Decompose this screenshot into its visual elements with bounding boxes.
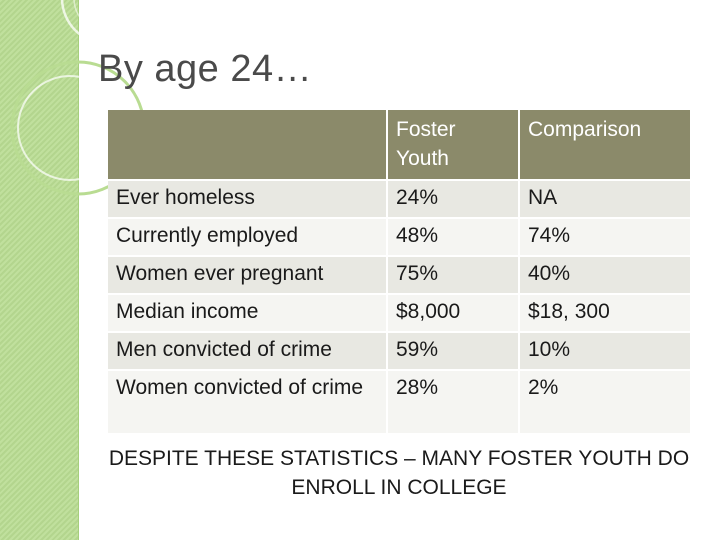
header-foster-youth: Foster Youth <box>388 110 520 179</box>
row-label: Men convicted of crime <box>108 331 388 369</box>
table-row: Median income $8,000 $18, 300 <box>108 293 690 331</box>
row-label: Women ever pregnant <box>108 255 388 293</box>
statistics-table: Foster Youth Comparison Ever homeless 24… <box>108 110 690 433</box>
table-row: Men convicted of crime 59% 10% <box>108 331 690 369</box>
table-row: Women ever pregnant 75% 40% <box>108 255 690 293</box>
foster-value: 28% <box>388 369 520 433</box>
table-row: Ever homeless 24% NA <box>108 179 690 217</box>
row-label: Women convicted of crime <box>108 369 388 433</box>
footnote-text: DESPITE THESE STATISTICS – MANY FOSTER Y… <box>108 447 690 499</box>
decorative-side-band <box>0 0 79 540</box>
table-header-row: Foster Youth Comparison <box>108 110 690 179</box>
row-label: Currently employed <box>108 217 388 255</box>
comparison-value: $18, 300 <box>520 293 690 331</box>
table-row: Currently employed 48% 74% <box>108 217 690 255</box>
comparison-value: 74% <box>520 217 690 255</box>
foster-value: 75% <box>388 255 520 293</box>
header-comparison: Comparison <box>520 110 690 179</box>
foster-value: 59% <box>388 331 520 369</box>
table-row: Women convicted of crime 28% 2% <box>108 369 690 433</box>
comparison-value: NA <box>520 179 690 217</box>
row-label: Median income <box>108 293 388 331</box>
slide-title: By age 24… <box>98 48 313 90</box>
foster-value: $8,000 <box>388 293 520 331</box>
header-label-cell <box>108 110 388 179</box>
comparison-value: 40% <box>520 255 690 293</box>
comparison-value: 2% <box>520 369 690 433</box>
foster-value: 24% <box>388 179 520 217</box>
row-label: Ever homeless <box>108 179 388 217</box>
foster-value: 48% <box>388 217 520 255</box>
comparison-value: 10% <box>520 331 690 369</box>
